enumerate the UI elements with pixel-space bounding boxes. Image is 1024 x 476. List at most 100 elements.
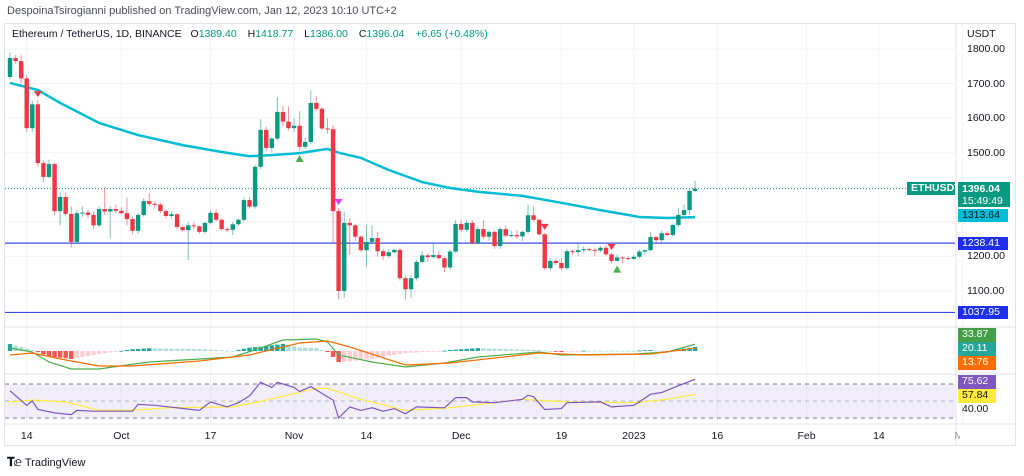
candle-body [197, 226, 202, 232]
candle-body [147, 201, 152, 204]
candle [403, 275, 408, 300]
candle [609, 252, 614, 264]
candle [542, 232, 547, 271]
candle-body [575, 250, 581, 252]
candle [592, 247, 598, 257]
macd-histogram-bar [392, 351, 397, 355]
rsi-level-label: 40.00 [962, 403, 989, 415]
candle-body [213, 212, 219, 220]
candle [548, 258, 553, 271]
macd-histogram-bar [375, 351, 380, 358]
macd-histogram-bar [108, 351, 113, 353]
ma-value-badge: 1313.64 [958, 209, 1008, 222]
candle [85, 209, 91, 219]
candle-body [609, 254, 614, 261]
macd-histogram-bar [7, 344, 13, 351]
candle-body [141, 201, 146, 215]
candle-body [380, 251, 386, 257]
candle [286, 106, 291, 131]
candle [208, 209, 213, 225]
candle [147, 193, 152, 207]
macd-histogram-bar [46, 351, 52, 357]
macd-histogram-bar [152, 348, 158, 351]
candle-body [659, 233, 664, 241]
candle [91, 211, 96, 229]
candle-body [236, 219, 241, 225]
change-value: +6.65 (+0.48%) [415, 28, 488, 40]
candle [587, 247, 592, 252]
candle-body [57, 196, 63, 212]
macd-histogram-bar [96, 351, 102, 354]
candle-body [375, 238, 380, 252]
publisher-caption: DespoinaTsirogianni published on Trading… [7, 5, 397, 17]
candle [447, 249, 453, 271]
macd-histogram-bar [74, 351, 80, 358]
candle [241, 197, 247, 222]
candle-body [531, 215, 536, 220]
macd-histogram-bar [102, 351, 107, 354]
candle [380, 248, 386, 260]
candle-body [614, 257, 620, 261]
candle [458, 220, 464, 233]
macd-histogram-bar [386, 351, 391, 356]
candle-body [308, 102, 313, 142]
symbol-legend[interactable]: Ethereum / TetherUS, 1D, BINANCE O1389.4… [12, 28, 496, 40]
candle [219, 218, 224, 231]
candle [169, 211, 174, 219]
candle-body [542, 234, 547, 269]
candle [336, 208, 341, 300]
candle-body [269, 138, 274, 148]
candle [486, 230, 492, 241]
candle [69, 206, 74, 248]
macd-histogram-bar [358, 351, 364, 361]
candle [570, 249, 575, 255]
tradingview-brand[interactable]: 𝐓ⅇ TradingView [7, 455, 85, 470]
macd-histogram-bar [531, 349, 536, 351]
candle-body [514, 234, 520, 237]
candle-body [442, 258, 447, 268]
candle-body [24, 78, 29, 129]
macd-histogram-bar [308, 347, 313, 351]
candle [152, 201, 158, 209]
candle [180, 225, 185, 233]
candle [330, 125, 336, 244]
time-axis-label: Feb [797, 430, 816, 442]
candle-body [91, 214, 96, 226]
macd-histogram-bar [197, 349, 202, 351]
candle-body [135, 214, 141, 231]
candle-body [436, 255, 442, 259]
candle-body [102, 209, 107, 212]
candle-body [626, 258, 631, 260]
candle-body [280, 111, 286, 122]
candle-body [581, 249, 586, 251]
macd-histogram-bar [497, 348, 503, 351]
candle-body [481, 229, 486, 237]
macd-histogram-bar [380, 351, 386, 357]
macd-histogram-bar [269, 345, 274, 351]
candle [353, 223, 358, 241]
macd-histogram-bar [609, 350, 614, 352]
candle [620, 256, 625, 264]
candle [509, 230, 514, 238]
candle-body [392, 249, 397, 253]
candle-body [492, 231, 497, 247]
candle [119, 207, 124, 215]
candle [18, 55, 24, 84]
candle [308, 90, 313, 145]
macd-histogram-bar [213, 350, 219, 351]
candle-body [330, 129, 336, 212]
candle [186, 221, 191, 260]
candle-body [470, 222, 475, 244]
macd-histogram-bar [369, 351, 375, 359]
macd-histogram-bar [648, 350, 653, 351]
candle [342, 211, 347, 298]
macd-histogram-bar [486, 348, 492, 351]
macd-histogram-bar [475, 348, 481, 351]
candle [665, 231, 670, 236]
tradingview-logo-icon: 𝐓ⅇ [7, 455, 22, 469]
macd-histogram-bar [447, 350, 453, 351]
candle [63, 192, 68, 217]
candle-body [13, 57, 18, 62]
macd-histogram-bar [626, 350, 631, 352]
